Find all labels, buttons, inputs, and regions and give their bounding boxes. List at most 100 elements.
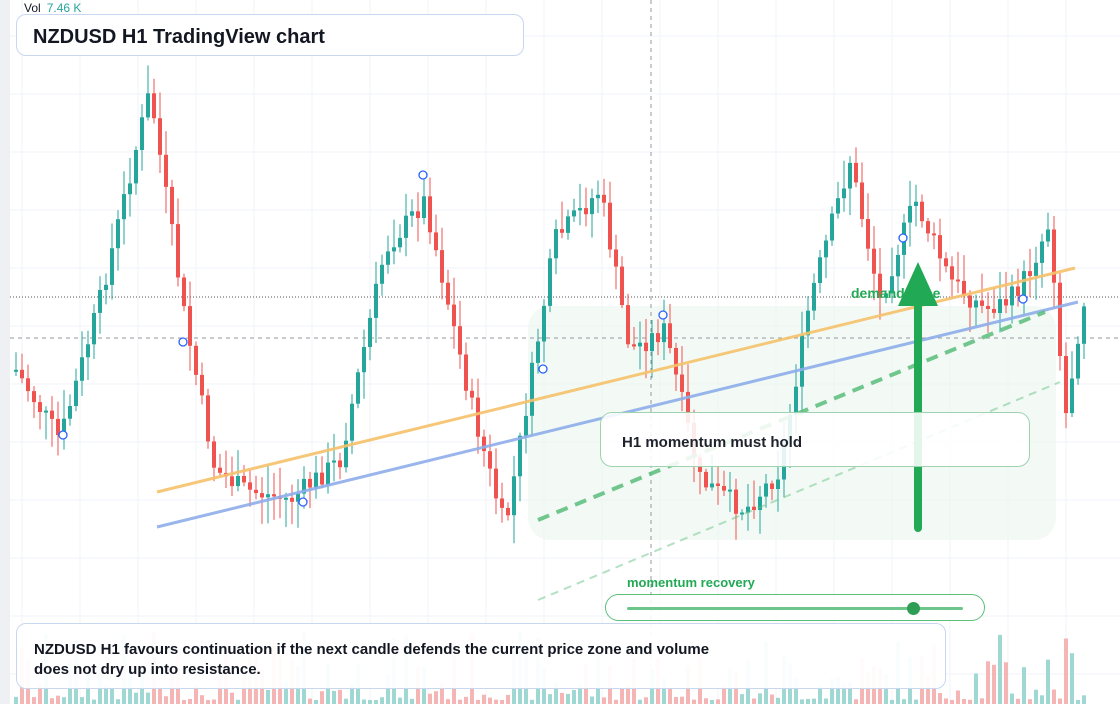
candle-body	[920, 201, 924, 222]
candle-body	[716, 483, 720, 486]
candle-body	[938, 235, 942, 259]
candle-body	[584, 208, 588, 215]
momentum-callout[interactable]: H1 momentum must hold	[600, 412, 1030, 467]
volume-bar	[740, 694, 744, 704]
candle-body	[86, 344, 90, 358]
volume-bar	[752, 698, 756, 704]
candle-body	[614, 249, 618, 267]
volume-bar	[566, 693, 570, 704]
volume-bar	[488, 697, 492, 704]
candle-body	[806, 310, 810, 336]
candle-body	[950, 266, 954, 280]
candle-body	[32, 391, 36, 403]
volume-bar	[350, 684, 354, 704]
candle-body	[656, 333, 660, 343]
candle-body	[38, 402, 42, 412]
candle-body	[194, 345, 198, 375]
slider-thumb[interactable]	[906, 602, 920, 615]
volume-bar	[974, 673, 978, 704]
candle-body	[992, 309, 996, 313]
green-dashed-projection	[537, 381, 1061, 601]
volume-bar	[956, 690, 960, 704]
volume-bar	[938, 693, 942, 704]
volume-bar	[830, 678, 834, 704]
volume-bar	[1034, 689, 1038, 704]
candle-body	[818, 257, 822, 283]
candle-body	[464, 354, 468, 391]
candle-body	[326, 462, 330, 485]
volume-bar	[572, 690, 576, 704]
candle-body	[1082, 306, 1086, 344]
signal-marker	[418, 170, 428, 180]
volume-bar	[62, 697, 66, 704]
candle-body	[122, 194, 126, 220]
volume-bar	[506, 694, 510, 704]
candle-body	[500, 498, 504, 508]
candle-body	[860, 182, 864, 220]
candle-body	[1058, 282, 1062, 356]
candle-body	[458, 326, 462, 355]
volume-bar	[194, 685, 198, 704]
volume-bar	[110, 688, 114, 704]
candle-body	[842, 188, 846, 199]
volume-bar	[848, 682, 852, 704]
candle-body	[74, 380, 78, 406]
volume-bar	[440, 682, 444, 704]
volume-bar	[668, 688, 672, 704]
volume-bar	[1052, 689, 1056, 704]
candle-body	[878, 273, 882, 298]
candle-body	[314, 472, 318, 488]
candle-body	[932, 233, 936, 236]
up-arrow-head	[898, 262, 938, 306]
volume-bar	[980, 698, 984, 704]
candle-body	[50, 410, 54, 419]
candle-body	[944, 258, 948, 267]
candle-body	[884, 293, 888, 298]
candle-body	[590, 198, 594, 215]
volume-bar	[1028, 699, 1032, 704]
volume-bar	[134, 692, 138, 704]
signal-marker	[898, 233, 908, 243]
candle-body	[872, 248, 876, 274]
slider-track[interactable]	[627, 607, 963, 610]
candle-body	[104, 284, 108, 290]
candle-body	[530, 362, 534, 416]
candle-body	[98, 290, 102, 313]
volume-bar	[674, 697, 678, 704]
volume-bar	[998, 634, 1002, 704]
volume-bar	[92, 699, 96, 704]
candle-body	[812, 282, 816, 311]
candle-body	[494, 468, 498, 499]
candle-body	[134, 150, 138, 184]
momentum-slider[interactable]	[605, 594, 985, 621]
candle-body	[92, 313, 96, 345]
candle-body	[332, 460, 336, 463]
volume-bar	[32, 697, 36, 704]
candle-body	[662, 323, 666, 343]
candle-body	[1004, 299, 1008, 306]
volume-bar	[644, 697, 648, 704]
volume-bar	[890, 699, 894, 704]
candle-body	[344, 440, 348, 468]
candle-body	[1022, 271, 1026, 296]
volume-bar	[776, 697, 780, 704]
volume-bar	[1040, 695, 1044, 704]
volume-bar	[458, 699, 462, 704]
candle-body	[974, 300, 978, 308]
volume-bar	[398, 697, 402, 704]
volume-bar	[1046, 659, 1050, 704]
volume-bar	[716, 699, 720, 704]
candle-body	[560, 229, 564, 233]
candle-body	[1016, 286, 1020, 296]
volume-bar	[380, 697, 384, 704]
volume-bar	[614, 699, 618, 704]
candle-body	[338, 460, 342, 468]
candle-body	[1052, 229, 1056, 283]
volume-bar	[230, 692, 234, 704]
candle-body	[188, 306, 192, 346]
volume-bar	[50, 698, 54, 704]
signal-marker	[58, 430, 68, 440]
volume-bar	[884, 674, 888, 704]
volume-bar	[374, 700, 378, 704]
